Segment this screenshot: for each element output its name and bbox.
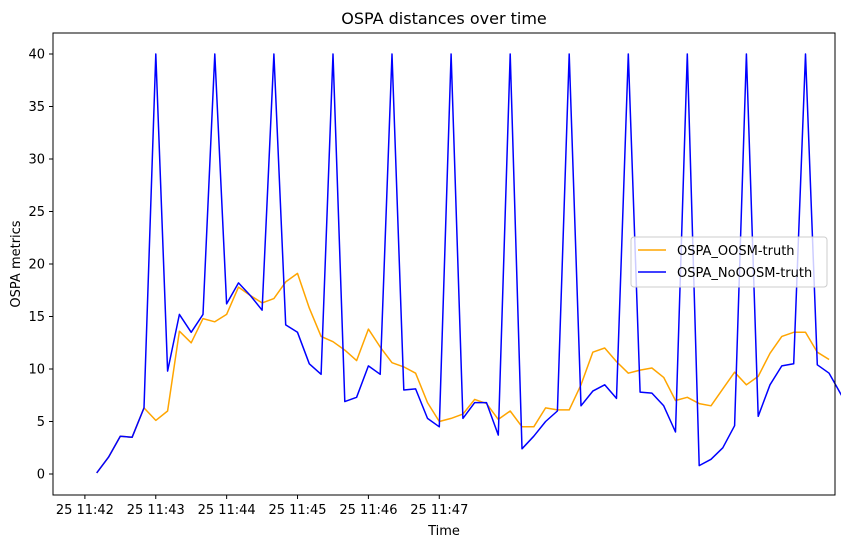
legend: OSPA_OOSM-truth OSPA_NoOOSM-truth xyxy=(630,236,828,288)
y-tick-label: 35 xyxy=(28,100,45,115)
y-tick-label: 5 xyxy=(37,415,45,430)
chart-title: OSPA distances over time xyxy=(341,9,547,28)
y-tick-label: 0 xyxy=(37,468,45,483)
x-tick-label: 25 11:43 xyxy=(127,503,185,518)
y-tick-label: 10 xyxy=(28,363,45,378)
y-tick-label: 15 xyxy=(28,310,45,325)
series-line-nooosm xyxy=(96,53,841,474)
x-tick-label: 25 11:42 xyxy=(56,503,114,518)
series-layer xyxy=(96,53,841,474)
x-tick-label: 25 11:47 xyxy=(410,503,468,518)
legend-box xyxy=(630,236,828,288)
y-axis-label: OSPA metrics xyxy=(9,220,24,307)
x-tick-label: 25 11:45 xyxy=(268,503,326,518)
y-tick-label: 30 xyxy=(28,153,45,168)
x-tick-label: 25 11:44 xyxy=(198,503,256,518)
axis-layer: 0 5 10 15 20 25 30 35 40 25 11:42 25 11:43 25 11:44… xyxy=(28,48,468,519)
y-tick-label: 25 xyxy=(28,205,45,220)
legend-label-oosm: OSPA_OOSM-truth xyxy=(677,244,795,259)
plot-frame xyxy=(52,32,836,496)
legend-label-nooosm: OSPA_NoOOSM-truth xyxy=(677,266,812,281)
x-axis-label: Time xyxy=(427,524,460,539)
y-tick-label: 40 xyxy=(28,48,45,63)
y-tick-label: 20 xyxy=(28,258,45,273)
x-tick-label: 25 11:46 xyxy=(339,503,397,518)
